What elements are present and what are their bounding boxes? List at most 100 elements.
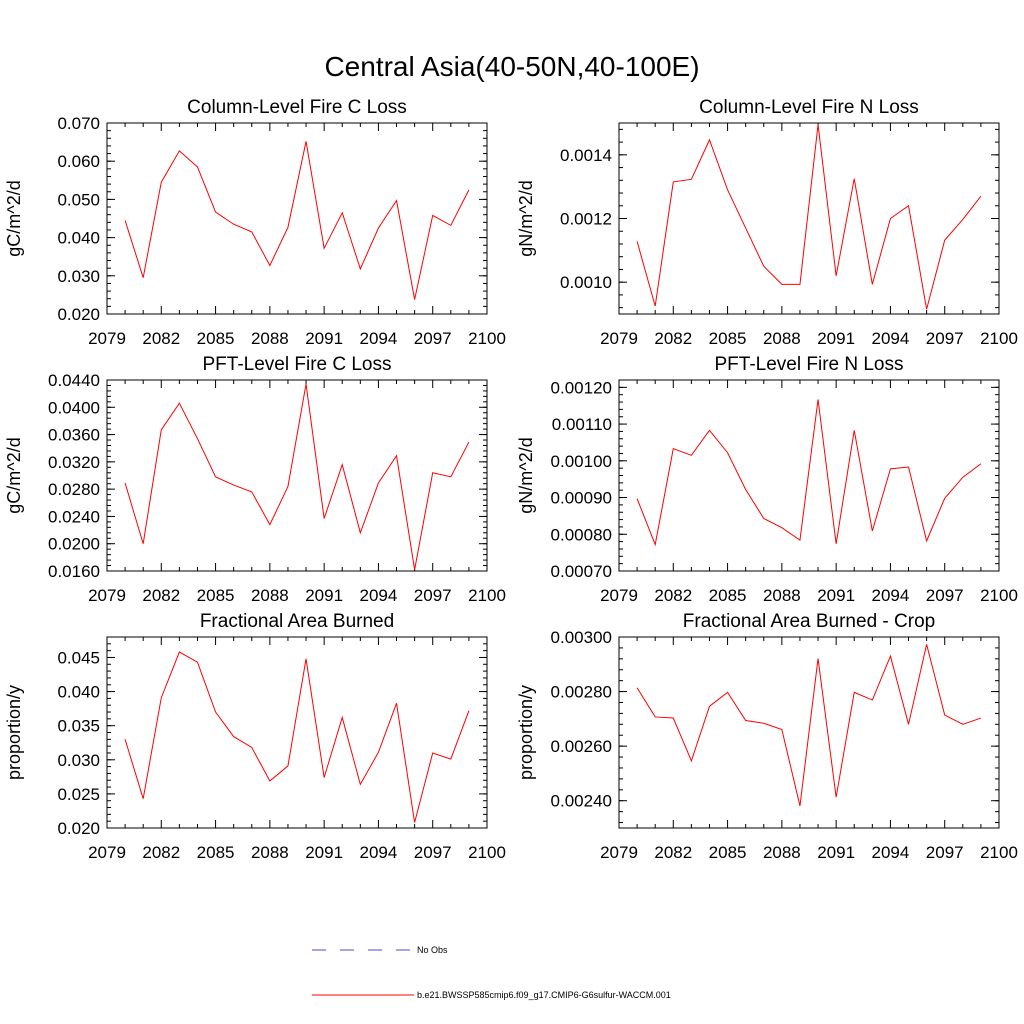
chart-panel-1: 2079 2082 2085 2088 2091 2094 2097 2100 0.020 0.0… — [4, 97, 506, 348]
panel-title: PFT-Level Fire C Loss — [203, 354, 392, 375]
y-tick-label: 0.060 — [57, 152, 100, 171]
x-tick-label: 2097 — [926, 329, 964, 348]
x-tick-label: 2094 — [360, 843, 398, 862]
y-tick-label: 0.040 — [57, 229, 100, 248]
x-tick-label: 2082 — [142, 586, 180, 605]
x-tick-label: 2091 — [817, 329, 855, 348]
x-tick-label: 2085 — [709, 586, 747, 605]
x-tick-label: 2097 — [926, 843, 964, 862]
x-tick-label: 2091 — [305, 586, 343, 605]
panel-title: Column-Level Fire N Loss — [699, 97, 919, 118]
legend-label-2: b.e21.BWSSP585cmip6.f09_g17.CMIP6-G6sulf… — [417, 990, 671, 1000]
panel-title: PFT-Level Fire N Loss — [715, 354, 904, 375]
y-tick-label: 0.0010 — [560, 273, 612, 292]
y-tick-label: 0.00240 — [551, 792, 612, 811]
panel-title: Fractional Area Burned - Crop — [683, 611, 935, 632]
figure-title: Central Asia(40-50N,40-100E) — [324, 51, 699, 82]
y-tick-label: 0.030 — [57, 267, 100, 286]
y-tick-label: 0.0320 — [48, 453, 100, 472]
x-tick-label: 2088 — [251, 586, 289, 605]
y-tick-label: 0.00280 — [551, 683, 612, 702]
chart-panel-5: 2079 2082 2085 2088 2091 2094 2097 2100 0.020 0.0… — [4, 611, 506, 862]
y-tick-label: 0.0014 — [560, 146, 612, 165]
y-tick-label: 0.00100 — [551, 452, 612, 471]
chart-panel-2: 2079 2082 2085 2088 2091 2094 2097 2100 0.0010 0.… — [516, 97, 1018, 348]
x-tick-label: 2082 — [654, 586, 692, 605]
series-line-1 — [124, 384, 470, 570]
x-tick-label: 2097 — [414, 586, 452, 605]
x-tick-label: 2088 — [763, 843, 801, 862]
y-axis-label: gC/m^2/d — [4, 437, 24, 513]
x-tick-label: 2085 — [709, 329, 747, 348]
x-tick-label: 2094 — [872, 586, 910, 605]
x-tick-label: 2082 — [142, 843, 180, 862]
x-tick-label: 2079 — [88, 329, 126, 348]
y-tick-label: 0.00090 — [551, 489, 612, 508]
x-tick-label: 2091 — [817, 843, 855, 862]
x-tick-label: 2100 — [468, 586, 506, 605]
panels-group: 2079 2082 2085 2088 2091 2094 2097 2100 0.020 0.0… — [4, 97, 1018, 862]
x-tick-label: 2100 — [980, 843, 1018, 862]
chart-panel-4: 2079 2082 2085 2088 2091 2094 2097 2100 0.00070 0… — [516, 354, 1018, 605]
x-tick-label: 2085 — [197, 329, 235, 348]
y-tick-label: 0.0240 — [48, 507, 100, 526]
series-line-1 — [636, 124, 982, 310]
x-tick-label: 2082 — [142, 329, 180, 348]
x-tick-label: 2094 — [360, 329, 398, 348]
chart-panel-6: 2079 2082 2085 2088 2091 2094 2097 2100 0.00240 0… — [516, 611, 1018, 862]
y-tick-label: 0.020 — [57, 819, 100, 838]
y-axis-label: proportion/y — [4, 685, 24, 780]
x-tick-label: 2100 — [468, 329, 506, 348]
y-axis-label: gN/m^2/d — [516, 437, 536, 513]
y-tick-label: 0.00080 — [551, 525, 612, 544]
x-tick-label: 2094 — [360, 586, 398, 605]
y-axis-label: proportion/y — [516, 685, 536, 780]
y-tick-label: 0.045 — [57, 648, 100, 667]
y-tick-label: 0.030 — [57, 751, 100, 770]
x-tick-label: 2091 — [817, 586, 855, 605]
x-tick-label: 2097 — [926, 586, 964, 605]
y-tick-label: 0.070 — [57, 114, 100, 133]
plot-frame — [106, 379, 488, 572]
x-tick-label: 2088 — [763, 329, 801, 348]
plot-frame — [106, 122, 488, 315]
y-tick-label: 0.0400 — [48, 398, 100, 417]
x-tick-label: 2088 — [251, 843, 289, 862]
y-tick-label: 0.020 — [57, 305, 100, 324]
x-tick-label: 2085 — [197, 843, 235, 862]
x-tick-label: 2079 — [600, 329, 638, 348]
x-tick-label: 2079 — [88, 843, 126, 862]
x-tick-label: 2079 — [600, 843, 638, 862]
x-tick-label: 2097 — [414, 329, 452, 348]
chart-panel-3: 2079 2082 2085 2088 2091 2094 2097 2100 0.0160 0.… — [4, 354, 506, 605]
x-tick-label: 2091 — [305, 329, 343, 348]
x-tick-label: 2100 — [468, 843, 506, 862]
y-tick-label: 0.0440 — [48, 371, 100, 390]
x-tick-label: 2082 — [654, 329, 692, 348]
x-tick-label: 2085 — [197, 586, 235, 605]
y-tick-label: 0.00300 — [551, 628, 612, 647]
y-axis-label: gC/m^2/d — [4, 180, 24, 256]
y-tick-label: 0.025 — [57, 785, 100, 804]
panel-title: Fractional Area Burned — [200, 611, 394, 632]
y-axis-label: gN/m^2/d — [516, 180, 536, 256]
legend: No Obs b.e21.BWSSP585cmip6.f09_g17.CMIP6-… — [312, 945, 671, 1000]
series-line-1 — [124, 141, 470, 300]
panel-title: Column-Level Fire C Loss — [187, 97, 407, 118]
x-tick-label: 2088 — [251, 329, 289, 348]
x-tick-label: 2100 — [980, 329, 1018, 348]
y-tick-label: 0.0360 — [48, 426, 100, 445]
x-tick-label: 2094 — [872, 843, 910, 862]
y-tick-label: 0.035 — [57, 717, 100, 736]
x-tick-label: 2091 — [305, 843, 343, 862]
x-tick-label: 2094 — [872, 329, 910, 348]
y-tick-label: 0.0200 — [48, 535, 100, 554]
x-tick-label: 2079 — [88, 586, 126, 605]
x-tick-label: 2085 — [709, 843, 747, 862]
y-tick-label: 0.00260 — [551, 737, 612, 756]
x-tick-label: 2082 — [654, 843, 692, 862]
y-tick-label: 0.0160 — [48, 562, 100, 581]
y-tick-label: 0.050 — [57, 190, 100, 209]
x-tick-label: 2100 — [980, 586, 1018, 605]
